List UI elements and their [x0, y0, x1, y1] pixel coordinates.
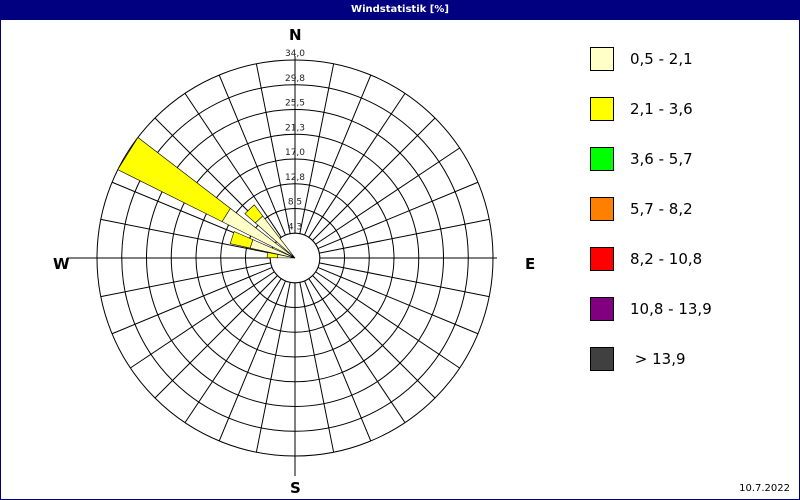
grid-spoke: [111, 267, 273, 335]
compass-w: W: [53, 255, 70, 273]
wind-bar-segment: [117, 137, 231, 223]
compass-s: S: [290, 479, 301, 497]
grid-spoke: [312, 117, 436, 241]
grid-spoke: [315, 147, 460, 245]
wind-bar-segment: [266, 252, 279, 259]
legend-swatch: [590, 247, 614, 271]
ring-label: 21,3: [285, 123, 305, 133]
grid-spoke: [299, 282, 335, 453]
grid-spoke: [317, 181, 479, 249]
grid-spoke: [255, 63, 291, 234]
legend-swatch: [590, 297, 614, 321]
grid-spoke: [315, 271, 460, 369]
grid-spoke: [100, 218, 271, 254]
grid-spoke: [312, 275, 436, 399]
ring-label: 34,0: [285, 49, 305, 59]
legend-swatch: [590, 47, 614, 71]
grid-spoke: [184, 93, 282, 238]
legend-label: 8,2 - 10,8: [630, 250, 703, 268]
legend-swatch: [590, 347, 614, 371]
ring-label: 29,8: [285, 74, 305, 84]
date-label: 10.7.2022: [739, 483, 790, 494]
grid-spoke: [308, 278, 406, 423]
legend-item: 10,8 - 13,9: [590, 296, 712, 322]
ring-label: 17,0: [285, 148, 305, 158]
legend-swatch: [590, 197, 614, 221]
legend-label: 0,5 - 2,1: [630, 50, 693, 68]
legend-swatch: [590, 97, 614, 121]
legend-item: 0,5 - 2,1: [590, 46, 693, 72]
grid-spoke: [308, 93, 406, 238]
ring-label: 4,3: [288, 222, 302, 232]
wind-bar-segment: [244, 204, 264, 224]
grid-spoke: [304, 74, 372, 236]
grid-spoke: [184, 278, 282, 423]
grid-spoke: [154, 275, 278, 399]
wind-bar-tip: [292, 254, 295, 258]
legend-item: > 13,9: [590, 346, 686, 372]
legend-item: 3,6 - 5,7: [590, 146, 693, 172]
legend-label: 10,8 - 13,9: [630, 300, 712, 318]
compass-n: N: [289, 26, 302, 44]
legend-item: 8,2 - 10,8: [590, 246, 702, 272]
ring-label: 12,8: [285, 173, 305, 183]
grid-spoke: [299, 63, 335, 234]
grid-spoke: [304, 280, 372, 442]
ring-label: 8,5: [288, 198, 302, 208]
legend-label: 5,7 - 8,2: [630, 200, 693, 218]
grid-spoke: [319, 262, 490, 298]
compass-e: E: [525, 255, 536, 273]
grid-spoke: [319, 218, 490, 254]
title-bar: Windstatistik [%]: [0, 0, 800, 20]
legend-item: 2,1 - 3,6: [590, 96, 693, 122]
grid-spoke: [130, 271, 275, 369]
grid-spoke: [100, 262, 271, 298]
legend-label: 2,1 - 3,6: [630, 100, 693, 118]
legend-item: 5,7 - 8,2: [590, 196, 693, 222]
legend-label: 3,6 - 5,7: [630, 150, 693, 168]
wind-bar-segment: [229, 231, 254, 249]
legend-swatch: [590, 147, 614, 171]
ring-label: 25,5: [285, 99, 305, 109]
legend-label: > 13,9: [630, 350, 686, 368]
grid-spoke: [218, 280, 286, 442]
grid-spoke: [218, 74, 286, 236]
grid-spoke: [317, 267, 479, 335]
grid-spoke: [255, 282, 291, 453]
